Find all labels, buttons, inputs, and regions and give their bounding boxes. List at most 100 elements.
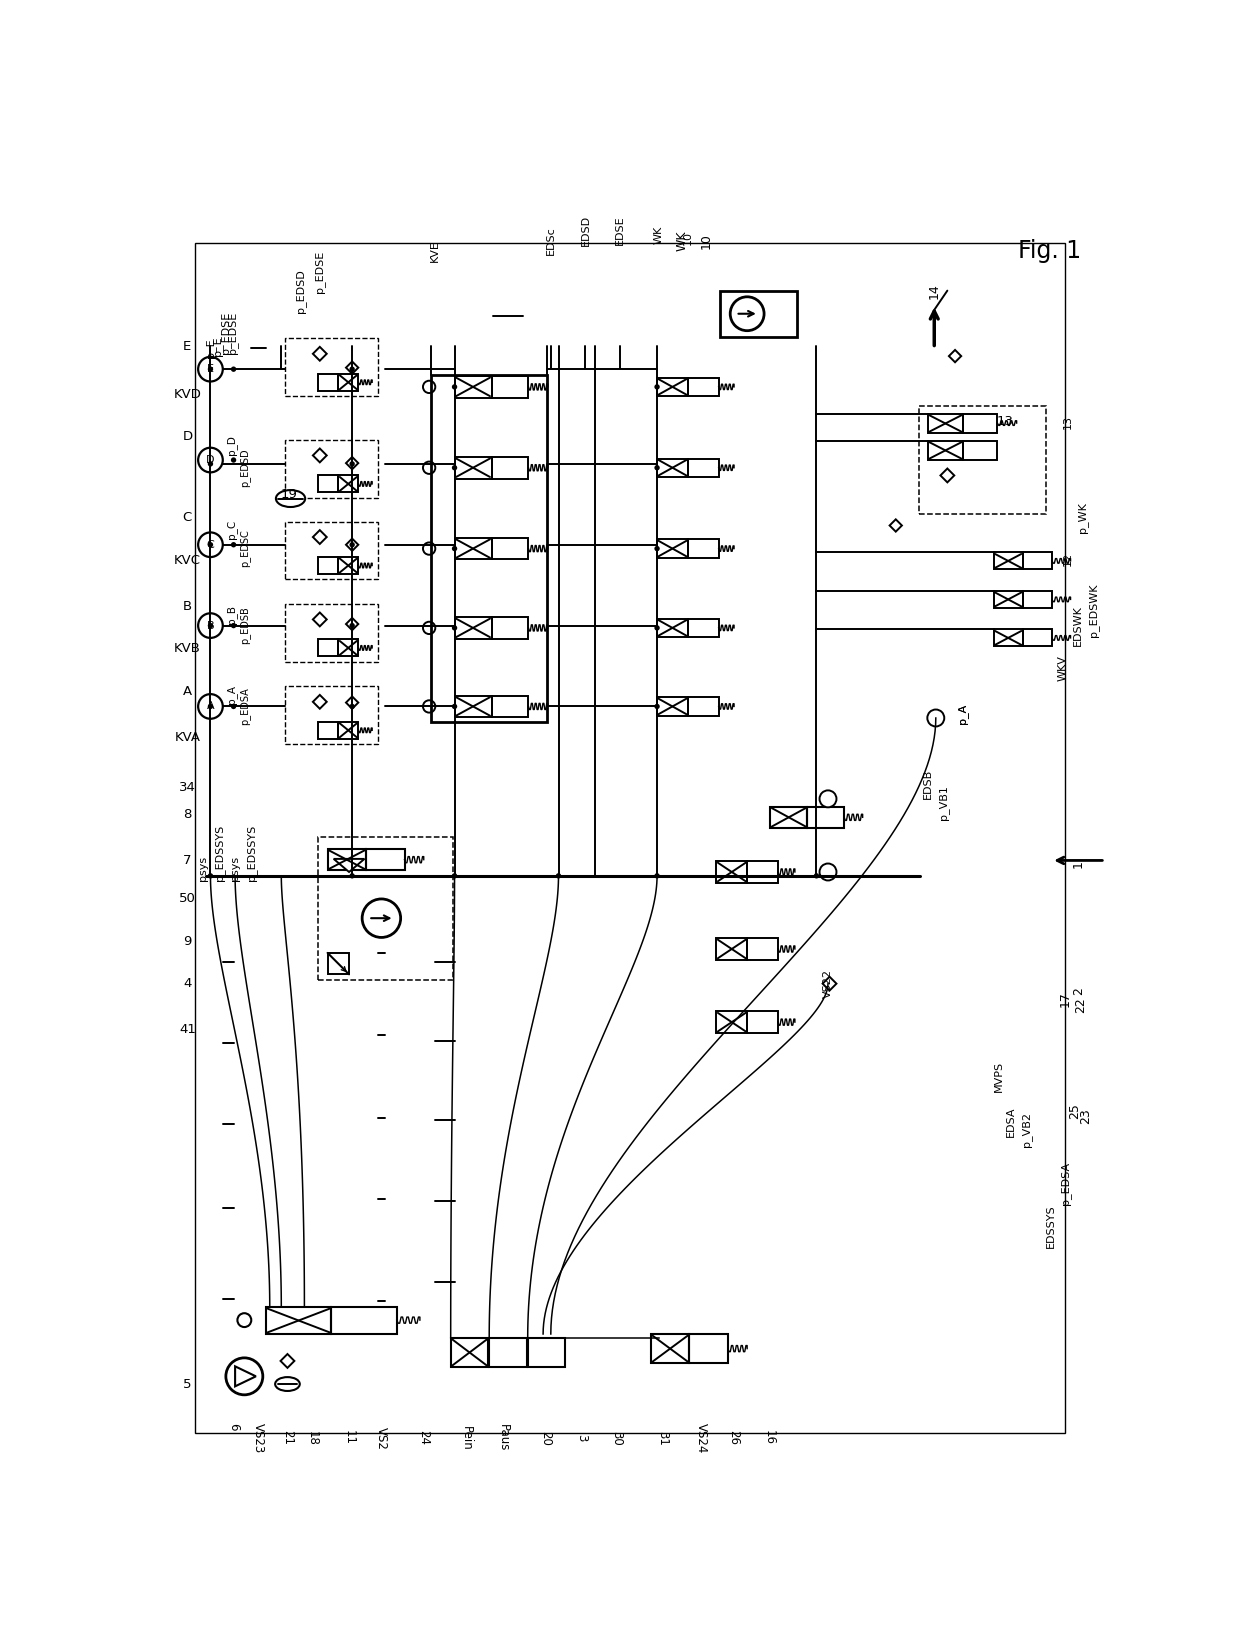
Bar <box>657 618 688 638</box>
Text: KVA: KVA <box>175 730 201 743</box>
Text: A: A <box>207 702 215 712</box>
Bar <box>689 1335 728 1363</box>
Circle shape <box>451 704 458 709</box>
Bar <box>319 838 453 980</box>
Text: VS23: VS23 <box>252 1422 264 1454</box>
Text: WK: WK <box>653 226 663 244</box>
Bar <box>491 618 528 639</box>
Text: 7: 7 <box>184 854 192 867</box>
Circle shape <box>350 367 355 372</box>
Text: A: A <box>182 684 192 697</box>
Text: 2: 2 <box>1071 988 1085 995</box>
Circle shape <box>820 790 837 808</box>
Text: p_EDSSYS: p_EDSSYS <box>215 824 226 881</box>
Circle shape <box>423 380 435 393</box>
Polygon shape <box>312 530 326 544</box>
Text: 22: 22 <box>1074 998 1087 1013</box>
Bar <box>688 618 719 638</box>
Text: 25: 25 <box>1068 1104 1081 1118</box>
Text: p_D: p_D <box>226 434 237 454</box>
Bar <box>807 806 844 828</box>
Polygon shape <box>940 469 955 482</box>
Bar <box>491 695 528 717</box>
Bar <box>748 938 777 960</box>
Bar <box>265 1307 331 1335</box>
Text: WK: WK <box>676 230 688 251</box>
Bar <box>339 722 358 738</box>
Text: 41: 41 <box>179 1023 196 1036</box>
Bar <box>1023 629 1052 646</box>
Text: 9: 9 <box>184 935 191 948</box>
Bar <box>491 458 528 479</box>
Text: VS2: VS2 <box>374 1427 388 1449</box>
Ellipse shape <box>277 491 305 507</box>
Text: MVPS: MVPS <box>994 1061 1004 1092</box>
Text: D: D <box>182 431 192 443</box>
Text: 24: 24 <box>417 1431 430 1446</box>
Polygon shape <box>889 519 901 532</box>
Bar <box>319 476 339 492</box>
Text: EDSA: EDSA <box>1006 1107 1017 1138</box>
Text: 13: 13 <box>1063 415 1074 428</box>
Ellipse shape <box>275 1378 300 1391</box>
Text: p_EDSD: p_EDSD <box>239 448 249 487</box>
Text: p_A: p_A <box>226 686 237 704</box>
Circle shape <box>350 623 355 628</box>
Text: p_EDSSYS: p_EDSSYS <box>247 824 258 881</box>
Text: p_A: p_A <box>957 704 968 724</box>
Circle shape <box>556 874 562 879</box>
Text: KVB: KVB <box>174 643 201 656</box>
Bar <box>327 849 366 871</box>
Polygon shape <box>346 458 358 469</box>
Text: 50: 50 <box>179 892 196 905</box>
Bar <box>491 377 528 398</box>
Text: EDSc: EDSc <box>546 226 556 254</box>
Circle shape <box>451 466 458 471</box>
Text: 23: 23 <box>1080 1108 1092 1123</box>
Bar <box>331 1307 397 1335</box>
Circle shape <box>655 874 660 879</box>
Bar <box>993 629 1023 646</box>
Text: 26: 26 <box>728 1431 740 1446</box>
Circle shape <box>362 899 401 937</box>
Text: VS22: VS22 <box>823 970 833 998</box>
Bar <box>688 378 719 396</box>
Text: 30: 30 <box>610 1431 622 1446</box>
Circle shape <box>813 874 820 879</box>
Bar <box>285 605 377 662</box>
Text: p_EDSB: p_EDSB <box>239 606 249 644</box>
Polygon shape <box>312 613 326 626</box>
Circle shape <box>423 621 435 634</box>
Polygon shape <box>949 350 961 362</box>
Polygon shape <box>346 539 358 550</box>
Text: p_EDSA: p_EDSA <box>239 687 249 725</box>
Text: 17: 17 <box>1059 991 1071 1008</box>
Circle shape <box>198 532 223 557</box>
Bar <box>319 373 339 392</box>
Bar <box>528 1338 565 1368</box>
Text: 6: 6 <box>227 1422 241 1431</box>
Circle shape <box>423 700 435 712</box>
Text: 10: 10 <box>699 233 713 248</box>
Bar <box>962 415 997 433</box>
Bar <box>928 441 962 459</box>
Circle shape <box>231 542 237 547</box>
Bar <box>319 639 339 656</box>
Text: p_EDSC: p_EDSC <box>239 530 249 568</box>
Bar <box>285 522 377 580</box>
Text: 14: 14 <box>928 282 941 299</box>
Text: E: E <box>207 363 215 375</box>
Text: C: C <box>182 510 192 524</box>
Text: p_E: p_E <box>205 339 216 358</box>
Text: p_EDSE: p_EDSE <box>315 249 325 292</box>
Text: VS24: VS24 <box>694 1422 708 1454</box>
Text: E: E <box>184 340 191 352</box>
Polygon shape <box>312 347 326 360</box>
Circle shape <box>350 874 355 879</box>
Circle shape <box>208 623 213 628</box>
Circle shape <box>655 545 660 552</box>
Text: 12: 12 <box>1063 552 1074 565</box>
Circle shape <box>226 1358 263 1394</box>
Circle shape <box>423 461 435 474</box>
Bar <box>339 373 358 392</box>
